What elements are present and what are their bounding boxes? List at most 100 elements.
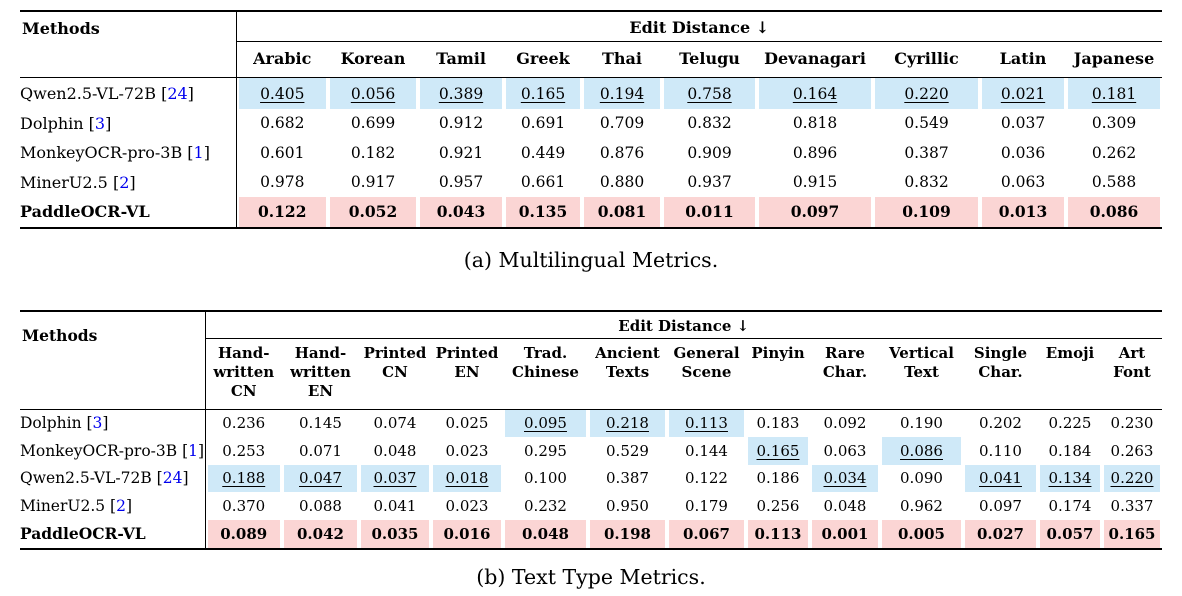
- table-row: Qwen2.5-VL-72B [24] 0.188 0.047 0.037 0.018 0…: [20, 464, 1163, 493]
- value-cell: 0.179: [685, 496, 728, 515]
- value-cell: 0.758: [662, 77, 757, 109]
- method-cell: Qwen2.5-VL-72B [24]: [20, 77, 237, 109]
- table-caption-b: (b) Text Type Metrics.: [476, 565, 706, 590]
- value-cell: 0.230: [1110, 414, 1154, 433]
- citation-link[interactable]: 1: [188, 441, 198, 460]
- value-cell: 0.041: [373, 496, 417, 515]
- value-cell: 0.661: [520, 173, 566, 192]
- multilingual-metrics-table: Methods Edit Distance ↓ Arabic Korean Tami…: [20, 10, 1163, 229]
- value-cell: 0.034: [810, 464, 880, 493]
- value-cell: 0.109: [873, 197, 980, 228]
- value-cell: 0.236: [222, 414, 266, 433]
- value-cell: 0.295: [524, 441, 567, 460]
- value-cell: 0.699: [350, 114, 396, 133]
- value-cell: 0.188: [205, 464, 282, 493]
- table-row: MinerU2.5 [2] 0.978 0.917 0.957 0.661 0.880 0.…: [20, 167, 1162, 198]
- table-caption-a: (a) Multilingual Metrics.: [463, 247, 719, 272]
- citation-link[interactable]: 24: [162, 469, 183, 488]
- citation-link[interactable]: 24: [167, 84, 188, 104]
- citation-link[interactable]: 2: [116, 496, 126, 515]
- edit-distance-header: Edit Distance ↓: [205, 310, 1163, 339]
- column-header: Single Char.: [963, 338, 1038, 410]
- value-cell: 0.067: [667, 519, 746, 550]
- column-header: Rare Char.: [810, 338, 880, 410]
- column-header: Telugu: [662, 41, 757, 79]
- value-cell: 0.013: [980, 197, 1066, 228]
- column-header: Printed CN: [359, 338, 431, 410]
- citation-link[interactable]: 2: [119, 172, 130, 192]
- method-cell: MonkeyOCR-pro-3B [1]: [20, 437, 206, 465]
- value-cell: 0.090: [900, 469, 943, 488]
- value-cell: 0.016: [431, 519, 503, 550]
- table-row: PaddleOCR-VL 0.122 0.052 0.043 0.135 0.081 0.0…: [20, 197, 1163, 228]
- column-header: Korean: [328, 41, 418, 79]
- value-cell: 0.088: [299, 496, 342, 515]
- text-type-metrics-table: Methods Edit Distance ↓ Hand- written CN…: [20, 309, 1163, 551]
- value-cell: 0.253: [222, 441, 266, 460]
- citation-link[interactable]: 1: [193, 143, 204, 163]
- column-header: Tamil: [418, 41, 504, 79]
- value-cell: 0.037: [359, 464, 431, 493]
- citation-link[interactable]: 3: [92, 414, 103, 433]
- column-header-row: Arabic Korean Tamil Greek Thai Telugu Devanaga…: [20, 41, 1163, 79]
- value-cell: 0.174: [1048, 496, 1092, 515]
- value-cell: 0.184: [1048, 441, 1092, 460]
- column-header: Devanagari: [757, 41, 873, 79]
- methods-header: Methods: [20, 310, 206, 410]
- value-cell: 0.165: [746, 437, 810, 465]
- column-header: Pinyin: [746, 338, 810, 410]
- value-cell: 0.194: [582, 77, 662, 109]
- column-header: Hand- written CN: [205, 338, 282, 410]
- value-cell: 0.092: [823, 414, 867, 433]
- value-cell: 0.110: [979, 441, 1022, 460]
- value-cell: 0.202: [979, 414, 1022, 433]
- value-cell: 0.122: [236, 197, 328, 228]
- value-cell: 0.181: [1066, 77, 1163, 109]
- methods-header: Methods: [20, 11, 237, 79]
- value-cell: 0.832: [687, 114, 732, 133]
- value-cell: 0.041: [963, 464, 1038, 493]
- value-cell: 0.095: [503, 409, 588, 438]
- value-cell: 0.225: [1048, 414, 1092, 433]
- value-cell: 0.529: [606, 441, 649, 460]
- edit-distance-header: Edit Distance ↓: [236, 11, 1163, 42]
- method-cell: MinerU2.5 [2]: [20, 167, 237, 198]
- value-cell: 0.978: [260, 173, 305, 192]
- value-cell: 0.005: [880, 519, 963, 550]
- column-header: Greek: [504, 41, 582, 79]
- value-cell: 0.097: [757, 197, 873, 228]
- column-header: Emoji: [1038, 338, 1102, 410]
- value-cell: 0.025: [445, 414, 489, 433]
- value-cell: 0.018: [431, 464, 503, 493]
- value-cell: 0.135: [504, 197, 582, 228]
- value-cell: 0.023: [445, 441, 489, 460]
- value-cell: 0.182: [350, 143, 396, 162]
- value-cell: 0.052: [328, 197, 418, 228]
- value-cell: 0.921: [438, 143, 484, 162]
- value-cell: 0.036: [1000, 143, 1046, 162]
- value-cell: 0.057: [1038, 519, 1102, 550]
- value-cell: 0.048: [373, 441, 417, 460]
- table-row: PaddleOCR-VL 0.089 0.042 0.035 0.016 0.048 0.1…: [20, 519, 1163, 550]
- value-cell: 0.218: [588, 409, 667, 438]
- value-cell: 0.957: [438, 173, 484, 192]
- value-cell: 0.048: [823, 496, 867, 515]
- value-cell: 0.037: [1000, 114, 1046, 133]
- value-cell: 0.405: [236, 77, 328, 109]
- value-cell: 0.256: [756, 496, 800, 515]
- value-cell: 0.262: [1091, 143, 1137, 162]
- value-cell: 0.917: [350, 173, 396, 192]
- value-cell: 0.709: [599, 114, 645, 133]
- value-cell: 0.113: [667, 409, 746, 438]
- method-cell: Dolphin [3]: [20, 409, 206, 438]
- value-cell: 0.186: [756, 469, 800, 488]
- value-cell: 0.232: [524, 496, 567, 515]
- value-cell: 0.896: [792, 143, 838, 162]
- table-row: MinerU2.5 [2] 0.370 0.088 0.041 0.023 0.232 0.…: [20, 492, 1162, 520]
- value-cell: 0.023: [445, 496, 489, 515]
- method-cell: PaddleOCR-VL: [20, 197, 237, 228]
- column-header: Japanese: [1066, 41, 1163, 79]
- value-cell: 0.144: [685, 441, 728, 460]
- citation-link[interactable]: 3: [94, 113, 106, 133]
- column-header: Latin: [980, 41, 1066, 79]
